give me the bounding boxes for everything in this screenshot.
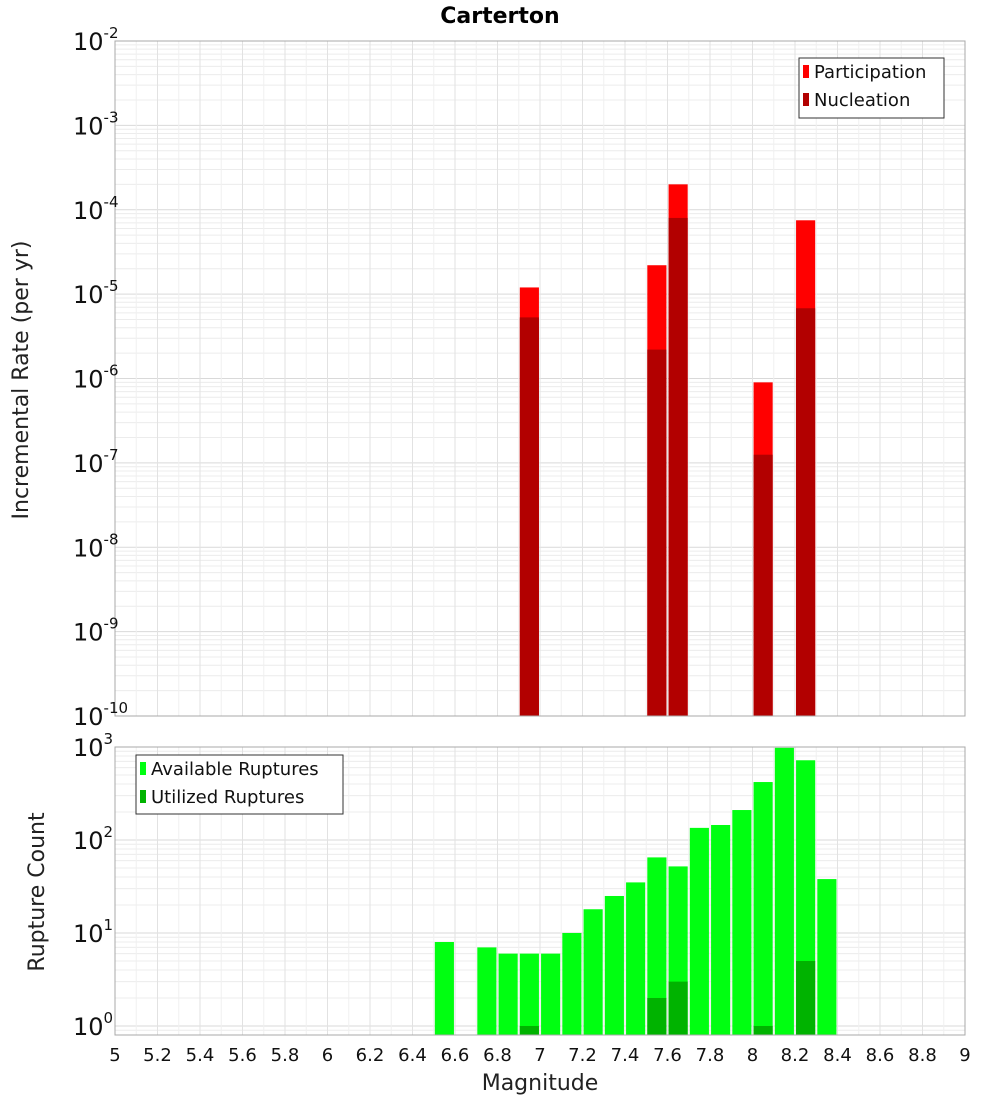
top-y-axis-label: Incremental Rate (per yr) <box>9 241 34 520</box>
y-tick-label: 101 <box>73 916 113 948</box>
x-tick-label: 5 <box>109 1045 120 1066</box>
x-tick-label: 8 <box>747 1045 758 1066</box>
bar-available-ruptures <box>562 932 582 1035</box>
bar-available-ruptures <box>604 895 624 1035</box>
bar-available-ruptures <box>541 953 561 1035</box>
bar-nucleation <box>796 308 816 716</box>
bar-available-ruptures <box>732 810 752 1035</box>
legend-swatch <box>803 65 809 78</box>
bar-available-ruptures <box>647 857 667 1035</box>
legend-label: Available Ruptures <box>151 759 319 780</box>
x-tick-label: 7.4 <box>611 1045 640 1066</box>
bar-utilized-ruptures <box>796 960 816 1035</box>
x-tick-label: 8.4 <box>823 1045 852 1066</box>
legend-label: Nucleation <box>814 90 910 111</box>
y-tick-label: 10-5 <box>73 277 119 309</box>
bar-available-ruptures <box>434 942 454 1035</box>
participation-rate-panel: 10-10 10-9 10-8 10-7 10-6 10-5 10-4 10-3 10-2 Par… <box>73 24 966 731</box>
x-tick-label: 6.8 <box>483 1045 512 1066</box>
y-tick-label: 10-9 <box>73 615 119 647</box>
x-tick-label: 6.2 <box>356 1045 385 1066</box>
top-y-tick-labels: 10-10 10-9 10-8 10-7 10-6 10-5 10-4 10-3 10-2 <box>73 24 128 731</box>
y-tick-label: 10-3 <box>73 108 119 140</box>
x-tick-label: 7.8 <box>696 1045 725 1066</box>
x-tick-label: 7 <box>534 1045 545 1066</box>
x-tick-label: 8.2 <box>781 1045 810 1066</box>
bar-available-ruptures <box>583 909 603 1035</box>
bar-nucleation <box>668 217 688 716</box>
bottom-y-tick-labels: 100 101 102 103 <box>73 730 113 1041</box>
y-tick-label: 102 <box>73 823 113 855</box>
y-tick-label: 10-10 <box>73 699 128 731</box>
x-tick-label: 5.6 <box>228 1045 257 1066</box>
x-tick-label: 7.2 <box>568 1045 597 1066</box>
y-tick-label: 10-6 <box>73 362 119 394</box>
bar-available-ruptures <box>626 882 646 1035</box>
top-legend-box <box>798 57 945 119</box>
bar-available-ruptures <box>689 827 709 1035</box>
bar-available-ruptures <box>519 953 539 1035</box>
bar-nucleation <box>647 349 667 716</box>
bar-nucleation <box>753 454 773 716</box>
x-tick-label: 5.4 <box>186 1045 215 1066</box>
x-tick-label: 9 <box>959 1045 970 1066</box>
rupture-count-panel: 100 101 102 103 5 5.2 5.4 5.6 5.8 6 6.2 6.4 6.6 6.8 7 7… <box>73 730 971 1066</box>
top-legend: Participation Nucleation <box>798 57 945 119</box>
bottom-plot-border <box>114 746 966 1036</box>
bottom-series-1 <box>519 960 816 1035</box>
legend-swatch <box>803 93 809 106</box>
bar-available-ruptures <box>753 782 773 1035</box>
x-tick-label: 6 <box>322 1045 333 1066</box>
x-tick-label: 6.6 <box>441 1045 470 1066</box>
x-tick-label: 5.2 <box>143 1045 172 1066</box>
legend-swatch <box>140 762 146 775</box>
x-tick-label: 8.6 <box>866 1045 895 1066</box>
chart-title: Carterton <box>440 4 559 29</box>
bar-available-ruptures <box>498 953 518 1035</box>
bar-utilized-ruptures <box>753 1025 773 1035</box>
y-tick-label: 10-8 <box>73 530 119 562</box>
x-axis-label: Magnitude <box>482 1071 599 1096</box>
bar-available-ruptures <box>711 824 731 1035</box>
y-tick-label: 100 <box>73 1009 113 1041</box>
y-tick-label: 103 <box>73 730 113 762</box>
x-tick-label: 7.6 <box>653 1045 682 1066</box>
bar-utilized-ruptures <box>647 997 667 1035</box>
bottom-legend: Available Ruptures Utilized Ruptures <box>135 754 344 815</box>
bar-utilized-ruptures <box>519 1025 539 1035</box>
y-tick-label: 10-4 <box>73 193 119 225</box>
bar-nucleation <box>519 317 539 716</box>
bar-available-ruptures <box>774 747 794 1035</box>
legend-label: Participation <box>814 62 926 83</box>
x-tick-label: 5.8 <box>271 1045 300 1066</box>
x-tick-labels: 5 5.2 5.4 5.6 5.8 6 6.2 6.4 6.6 6.8 7 7.2 7.4 7.6 7.8 8… <box>109 1045 970 1066</box>
bar-available-ruptures <box>817 879 837 1035</box>
bar-utilized-ruptures <box>668 981 688 1035</box>
y-tick-label: 10-7 <box>73 446 119 478</box>
x-tick-label: 8.8 <box>908 1045 937 1066</box>
legend-label: Utilized Ruptures <box>151 787 304 808</box>
y-tick-label: 10-2 <box>73 24 119 56</box>
bar-available-ruptures <box>477 947 497 1035</box>
top-vertical-gridlines <box>114 41 966 716</box>
top-plot-border <box>114 40 966 717</box>
bottom-y-axis-label: Rupture Count <box>25 812 50 972</box>
legend-swatch <box>140 790 146 803</box>
top-series-1 <box>519 217 816 716</box>
bottom-legend-box <box>135 754 344 815</box>
x-tick-label: 6.4 <box>398 1045 427 1066</box>
